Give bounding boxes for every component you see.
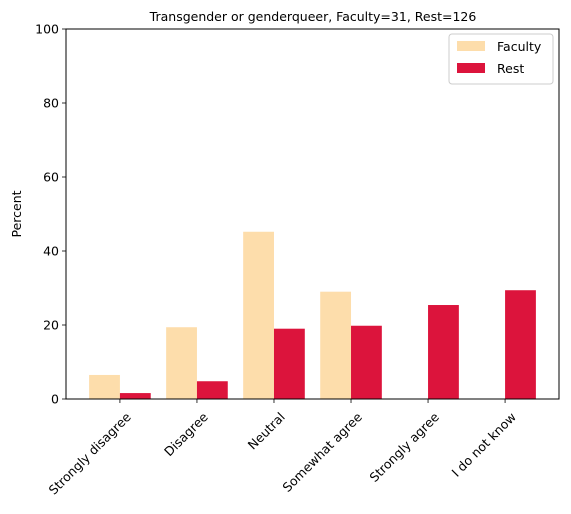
bar-rest-5	[505, 290, 536, 399]
x-tick-label: Somewhat agree	[279, 409, 365, 495]
y-tick-label: 60	[43, 170, 59, 185]
bar-rest-0	[119, 393, 151, 399]
bars-group	[89, 231, 536, 399]
x-axis-ticks: Strongly disagree Disagree NeutralSomewhat…	[46, 399, 519, 498]
legend-label-faculty: Faculty	[497, 39, 542, 54]
bar-rest-4	[428, 305, 459, 399]
legend-label-rest: Rest	[497, 61, 524, 76]
bar-faculty-0	[89, 374, 120, 399]
bar-rest-3	[351, 325, 382, 399]
x-tick-label: Strongly disagree	[46, 409, 134, 497]
y-axis-label: Percent	[9, 190, 24, 237]
bar-faculty-2	[243, 231, 274, 399]
y-tick-label: 80	[43, 96, 59, 111]
x-tick-label: Strongly agree	[366, 409, 442, 485]
plot-frame	[65, 28, 560, 400]
x-tick-label: Disagree	[161, 409, 211, 459]
y-axis-ticks: 0 20 40 60 80 100	[35, 22, 66, 407]
legend-swatch-faculty	[457, 41, 485, 51]
bar-faculty-1	[166, 327, 197, 399]
x-tick-label: Neutral	[245, 409, 288, 452]
x-tick-label: I do not know	[448, 409, 519, 480]
bar-faculty-3	[320, 291, 352, 399]
chart-title: Transgender or genderqueer, Faculty=31, …	[149, 9, 477, 24]
legend-swatch-rest	[457, 63, 485, 73]
bar-rest-1	[196, 381, 228, 399]
legend: Faculty Rest	[448, 33, 554, 85]
y-tick-label: 40	[43, 244, 59, 259]
y-tick-label: 20	[43, 318, 59, 333]
y-tick-label: 100	[35, 22, 59, 37]
bar-rest-2	[273, 328, 305, 399]
y-tick-label: 0	[51, 392, 59, 407]
